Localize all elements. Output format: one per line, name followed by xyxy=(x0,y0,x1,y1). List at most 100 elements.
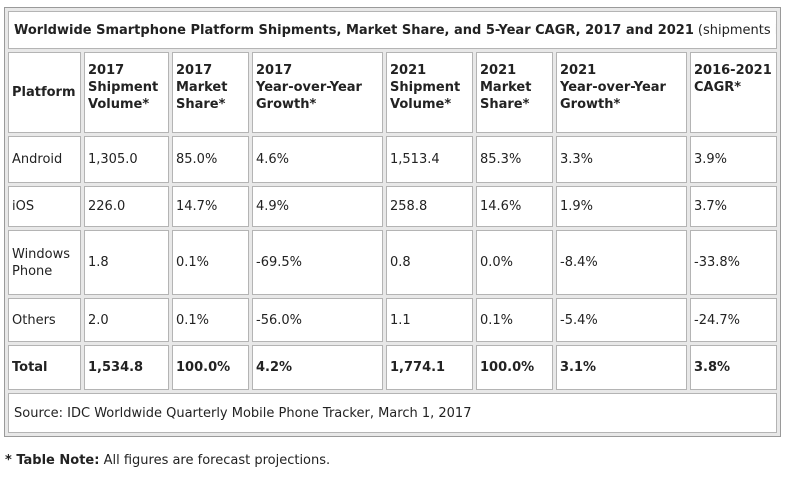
cell-2021-growth: -5.4% xyxy=(556,298,687,342)
cell-value: 1,534.8 xyxy=(88,360,144,375)
cell-value: -56.0% xyxy=(256,312,302,328)
cell-2021-share: 85.3% xyxy=(476,136,553,183)
cell-value: 3.9% xyxy=(694,152,728,167)
cell-cagr: 3.7% xyxy=(690,186,777,227)
cell-2021-share: 14.6% xyxy=(476,186,553,227)
table-note-text: All figures are forecast projections. xyxy=(103,453,331,468)
header-cagr: 2016-2021 CAGR* xyxy=(690,52,777,133)
cell-2021-volume: 1,513.4 xyxy=(386,136,473,183)
header-label: 2017 Year-over-Year Growth* xyxy=(256,63,362,112)
cell-platform: iOS xyxy=(8,186,81,227)
cell-2017-volume: 1.8 xyxy=(84,230,169,295)
cell-platform: Total xyxy=(8,345,81,390)
cell-cagr: 3.9% xyxy=(690,136,777,183)
table-unit: (shipments in millions) xyxy=(697,22,776,38)
cell-2017-growth: -69.5% xyxy=(252,230,383,295)
cell-2017-volume: 1,534.8 xyxy=(84,345,169,390)
cell-2021-volume: 258.8 xyxy=(386,186,473,227)
cell-2021-volume: 0.8 xyxy=(386,230,473,295)
cell-2017-growth: 4.6% xyxy=(252,136,383,183)
header-2021-growth: 2021 Year-over-Year Growth* xyxy=(556,52,687,133)
cell-2021-share: 0.1% xyxy=(476,298,553,342)
cell-value: 3.1% xyxy=(560,360,597,375)
cell-value: 1.1 xyxy=(390,312,411,328)
cell-cagr: -33.8% xyxy=(690,230,777,295)
cell-value: Total xyxy=(12,360,48,375)
cell-2017-share: 14.7% xyxy=(172,186,249,227)
header-label: 2021 Market Share* xyxy=(480,63,532,112)
cell-2021-volume: 1.1 xyxy=(386,298,473,342)
cell-value: 85.0% xyxy=(176,152,218,167)
cell-2021-share: 100.0% xyxy=(476,345,553,390)
cell-value: 3.8% xyxy=(694,360,731,375)
source-text: Source: IDC Worldwide Quarterly Mobile P… xyxy=(14,405,472,421)
cell-value: 0.1% xyxy=(176,312,210,328)
cell-platform: Android xyxy=(8,136,81,183)
cell-value: 0.1% xyxy=(176,255,210,270)
cell-value: -33.8% xyxy=(694,255,740,270)
cell-2017-growth: 4.9% xyxy=(252,186,383,227)
table-title: Worldwide Smartphone Platform Shipments,… xyxy=(14,22,694,38)
header-2021-volume: 2021 Shipment Volume* xyxy=(386,52,473,133)
cell-2017-share: 0.1% xyxy=(172,230,249,295)
cell-value: 85.3% xyxy=(480,152,522,167)
cell-value: Windows Phone xyxy=(12,246,71,279)
cell-value: 4.2% xyxy=(256,360,293,375)
cell-2017-share: 0.1% xyxy=(172,298,249,342)
cell-value: 2.0 xyxy=(88,312,109,328)
cell-2021-share: 0.0% xyxy=(476,230,553,295)
shipments-table: Worldwide Smartphone Platform Shipments,… xyxy=(4,7,781,437)
header-label: Platform xyxy=(12,85,76,100)
cell-value: 4.6% xyxy=(256,152,290,167)
header-label: 2016-2021 CAGR* xyxy=(694,63,772,95)
cell-value: 100.0% xyxy=(176,360,231,375)
cell-2021-growth: 3.1% xyxy=(556,345,687,390)
cell-value: 4.9% xyxy=(256,199,290,214)
cell-value: Android xyxy=(12,152,63,167)
cell-2017-volume: 226.0 xyxy=(84,186,169,227)
cell-value: 1.9% xyxy=(560,199,594,214)
cell-2021-volume: 1,774.1 xyxy=(386,345,473,390)
table-title-cell: Worldwide Smartphone Platform Shipments,… xyxy=(8,11,777,49)
cell-2021-growth: 3.3% xyxy=(556,136,687,183)
cell-value: 100.0% xyxy=(480,360,535,375)
cell-platform: Windows Phone xyxy=(8,230,81,295)
cell-value: 0.8 xyxy=(390,255,411,270)
cell-2021-growth: -8.4% xyxy=(556,230,687,295)
cell-value: -8.4% xyxy=(560,255,598,270)
cell-value: 258.8 xyxy=(390,199,428,214)
cell-value: 0.1% xyxy=(480,312,514,328)
source-cell: Source: IDC Worldwide Quarterly Mobile P… xyxy=(8,393,777,433)
cell-2017-growth: -56.0% xyxy=(252,298,383,342)
cell-value: 14.7% xyxy=(176,199,218,214)
cell-value: -69.5% xyxy=(256,255,302,270)
header-2017-share: 2017 Market Share* xyxy=(172,52,249,133)
table-note: * Table Note: All figures are forecast p… xyxy=(5,453,330,468)
cell-value: 3.7% xyxy=(694,199,728,214)
header-label: 2021 Year-over-Year Growth* xyxy=(560,63,666,112)
cell-value: Others xyxy=(12,312,56,328)
cell-value: 226.0 xyxy=(88,199,126,214)
cell-value: 0.0% xyxy=(480,255,514,270)
header-label: 2021 Shipment Volume* xyxy=(390,63,461,112)
cell-2017-volume: 2.0 xyxy=(84,298,169,342)
cell-value: 14.6% xyxy=(480,199,522,214)
header-label: 2017 Market Share* xyxy=(176,63,228,112)
table-note-label: * Table Note: xyxy=(5,453,100,468)
cell-2021-growth: 1.9% xyxy=(556,186,687,227)
cell-value: iOS xyxy=(12,199,35,214)
cell-2017-share: 100.0% xyxy=(172,345,249,390)
header-label: 2017 Shipment Volume* xyxy=(88,63,159,112)
cell-2017-volume: 1,305.0 xyxy=(84,136,169,183)
cell-value: -5.4% xyxy=(560,312,598,328)
cell-value: -24.7% xyxy=(694,312,740,328)
cell-value: 1.8 xyxy=(88,255,109,270)
cell-value: 3.3% xyxy=(560,152,594,167)
header-platform: Platform xyxy=(8,52,81,133)
header-2017-volume: 2017 Shipment Volume* xyxy=(84,52,169,133)
header-2017-growth: 2017 Year-over-Year Growth* xyxy=(252,52,383,133)
cell-2017-share: 85.0% xyxy=(172,136,249,183)
header-2021-share: 2021 Market Share* xyxy=(476,52,553,133)
cell-cagr: -24.7% xyxy=(690,298,777,342)
cell-value: 1,774.1 xyxy=(390,360,446,375)
